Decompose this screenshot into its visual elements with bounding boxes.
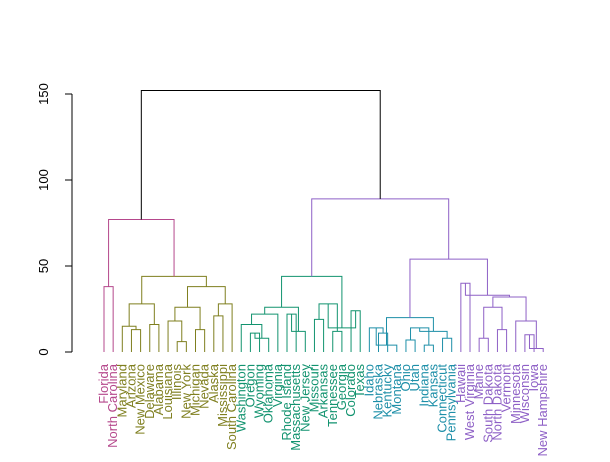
leaf-label-louisiana: Louisiana: [160, 363, 175, 419]
leaf-label-north-dakota: North Dakota: [489, 363, 504, 440]
leaf-label-oklahoma: Oklahoma: [261, 363, 276, 423]
link-c5-nd-vt: [496, 329, 508, 352]
leaf-label-michigan: Michigan: [188, 364, 203, 416]
leaf-label-new-york: New York: [178, 364, 193, 419]
leaf-label-wyoming: Wyoming: [252, 364, 267, 418]
link-c4-oh-ut: [405, 339, 416, 352]
leaf-label-oregon: Oregon: [242, 364, 257, 407]
leaf-label-vermont: Vermont: [499, 364, 514, 413]
y-tick-label-100: 100: [36, 169, 51, 191]
leaf-label-missouri: Missouri: [306, 364, 321, 413]
link-c2-de-al: [149, 323, 160, 352]
link-c3-tn-ga: [332, 330, 343, 352]
leaf-label-arkansas: Arkansas: [316, 364, 331, 419]
link-c5-group-a: [483, 306, 503, 339]
leaf-label-nevada: Nevada: [197, 363, 212, 409]
leaf-label-kentucky: Kentucky: [380, 364, 395, 418]
leaf-label-iowa: Iowa: [526, 363, 541, 391]
link-c1-fl-nc: [103, 286, 114, 352]
y-tick-label-0: 0: [36, 348, 51, 355]
leaf-label-new-jersey: New Jersey: [297, 364, 312, 432]
leaf-label-colorado: Colorado: [343, 364, 358, 417]
link-c3-mo-ar: [313, 318, 325, 352]
link-c2-ak-ms: [213, 315, 224, 352]
leaf-label-nebraska: Nebraska: [371, 363, 386, 419]
leaf-label-delaware: Delaware: [142, 364, 157, 419]
leaf-label-arizona: Arizona: [123, 363, 138, 408]
leaf-label-north-carolina: North Carolina: [105, 363, 120, 448]
leaf-label-indiana: Indiana: [416, 363, 431, 406]
link-c5-me-sd: [478, 337, 489, 352]
leaf-label-new-mexico: New Mexico: [133, 364, 148, 435]
link-c4-in-ks: [423, 344, 434, 352]
leaf-label-rhode-island: Rhode Island: [279, 364, 294, 441]
link-c3-top: [281, 275, 343, 328]
leaf-label-new-hampshire: New Hampshire: [535, 364, 550, 456]
link-c2-top: [141, 275, 207, 304]
leaf-label-hawaii: Hawaii: [453, 364, 468, 403]
link-c2-sc: [217, 303, 233, 352]
leaf-label-maryland: Maryland: [114, 364, 129, 417]
link-c3-group-a: [264, 306, 299, 332]
link-c5-group-b: [492, 296, 527, 322]
y-tick-label-50: 50: [36, 259, 51, 273]
link-root: [140, 90, 381, 220]
leaf-label-montana: Montana: [389, 363, 404, 414]
leaf-label-tennessee: Tennessee: [325, 364, 340, 427]
leaf-label-georgia: Georgia: [334, 363, 349, 410]
leaf-label-wisconsin: Wisconsin: [517, 364, 532, 423]
link-c2-la: [167, 320, 183, 352]
leaf-label-kansas: Kansas: [425, 364, 440, 408]
link-c2-group-b: [174, 306, 201, 330]
leaf-label-florida: Florida: [96, 363, 111, 404]
link-c4-c5: [409, 258, 488, 318]
link-c2-mi-nv: [195, 329, 206, 352]
leaf-label-texas: Texas: [352, 364, 367, 398]
leaf-label-alaska: Alaska: [206, 363, 221, 403]
y-tick-label-150: 150: [36, 83, 51, 105]
leaf-label-virginia: Virginia: [270, 363, 285, 407]
leaf-label-washington: Washington: [233, 364, 248, 432]
leaf-label-ohio: Ohio: [398, 364, 413, 391]
leaf-label-pennsylvania: Pennsylvania: [444, 363, 459, 441]
leaf-label-utah: Utah: [407, 364, 422, 391]
leaf-label-alabama: Alabama: [151, 363, 166, 415]
leaf-label-minnesota: Minnesota: [508, 363, 523, 424]
link-c2-il-ny: [176, 341, 187, 352]
leaf-label-south-carolina: South Carolina: [224, 363, 239, 450]
link-c3-c45: [311, 198, 450, 277]
link-c2-group-a: [128, 303, 155, 327]
leaf-label-illinois: Illinois: [169, 364, 184, 401]
leaf-label-idaho: Idaho: [361, 364, 376, 397]
link-c5-mn: [515, 320, 537, 352]
leaf-label-maine: Maine: [471, 364, 486, 399]
leaf-label-west-virginia: West Virginia: [462, 363, 477, 440]
leaf-label-mississippi: Mississippi: [215, 364, 230, 427]
link-c2-az-nm: [130, 329, 142, 352]
leaf-label-massachusetts: Massachusetts: [288, 364, 303, 451]
leaf-label-south-dakota: South Dakota: [480, 363, 495, 443]
link-c4-ct-pa: [442, 337, 453, 352]
leaf-label-connecticut: Connecticut: [435, 364, 450, 433]
